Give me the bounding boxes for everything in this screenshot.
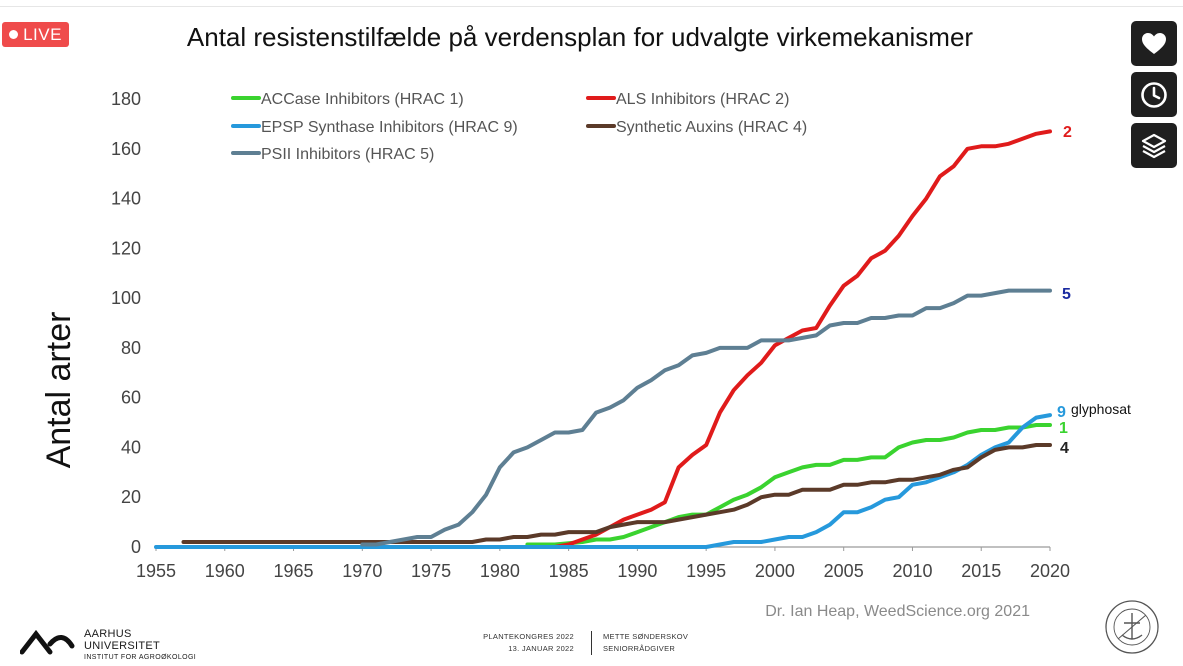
speaker-title: SENIORRÅDGIVER (603, 644, 676, 653)
y-tick-label: 160 (111, 139, 141, 159)
legend-entry: ACCase Inhibitors (HRAC 1) (261, 91, 464, 108)
series-line-5 (360, 288, 1052, 547)
x-tick-label: 2020 (1030, 561, 1070, 581)
y-tick-label: 140 (111, 189, 141, 209)
live-label: LIVE (23, 24, 62, 44)
x-tick-label: 2000 (755, 561, 795, 581)
x-tick-label: 2015 (961, 561, 1001, 581)
y-tick-label: 60 (121, 388, 141, 408)
axes: 1955 1960 1965 1970 1975 1980 1985 1990 1995 2000… (111, 89, 1070, 581)
x-tick-label: 1955 (136, 561, 176, 581)
series-end-labels: 1 2 9 glyphosat 4 5 (1057, 124, 1131, 457)
series-line-4 (181, 443, 1052, 544)
university-line2: UNIVERSITET (84, 640, 161, 652)
event-date: 13. JANUAR 2022 (508, 644, 574, 653)
y-tick-label: 0 (131, 537, 141, 557)
end-label: 4 (1060, 440, 1069, 457)
x-tick-label: 1990 (617, 561, 657, 581)
live-badge[interactable]: LIVE (2, 22, 69, 47)
footer-divider (591, 631, 592, 655)
legend-entry: PSII Inhibitors (HRAC 5) (261, 146, 434, 163)
y-axis-label: Antal arter (40, 312, 78, 469)
series-line-3 (154, 413, 1052, 549)
y-tick-label: 120 (111, 238, 141, 258)
institute-name: INSTITUT FOR AGROØKOLOGI (84, 654, 197, 661)
x-tick-label: 1995 (686, 561, 726, 581)
top-divider (0, 6, 1183, 7)
heart-icon (1142, 32, 1166, 54)
layers-icon (1141, 133, 1167, 158)
end-note: glyphosat (1071, 401, 1131, 417)
live-dot-icon (9, 30, 19, 39)
x-tick-label: 2010 (892, 561, 932, 581)
speaker-name: METTE SØNDERSKOV (603, 632, 689, 641)
aarhus-university-logo-icon (20, 629, 75, 655)
x-tick-label: 1980 (480, 561, 520, 581)
legend-entry: Synthetic Auxins (HRAC 4) (616, 119, 807, 136)
x-tick-label: 1960 (205, 561, 245, 581)
end-label: 1 (1059, 420, 1068, 437)
legend-entry: EPSP Synthase Inhibitors (HRAC 9) (261, 119, 518, 136)
source-credit: Dr. Ian Heap, WeedScience.org 2021 (765, 603, 1030, 620)
event-name: PLANTEKONGRES 2022 (483, 632, 574, 641)
series-line-2 (525, 129, 1052, 549)
y-tick-label: 180 (111, 89, 141, 109)
series-line-1 (525, 423, 1052, 547)
university-seal-icon (1105, 600, 1159, 654)
end-label: 5 (1062, 286, 1071, 303)
x-tick-label: 1965 (274, 561, 314, 581)
legend-entry: ALS Inhibitors (HRAC 2) (616, 91, 789, 108)
y-tick-label: 40 (121, 437, 141, 457)
chart-title: Antal resistenstilfælde på verdensplan f… (187, 22, 973, 52)
like-button[interactable] (1131, 21, 1177, 66)
end-label: 9 (1057, 404, 1066, 421)
y-tick-label: 20 (121, 487, 141, 507)
y-tick-label: 100 (111, 288, 141, 308)
university-line1: AARHUS (84, 628, 132, 640)
series-lines (154, 129, 1052, 549)
layers-button[interactable] (1131, 123, 1177, 168)
x-tick-label: 2005 (824, 561, 864, 581)
x-tick-label: 1985 (549, 561, 589, 581)
legend: ACCase Inhibitors (HRAC 1) ALS Inhibitors… (231, 91, 807, 163)
university-name: AARHUS UNIVERSITET INSTITUT FOR AGROØKOL… (84, 628, 196, 664)
y-tick-label: 80 (121, 338, 141, 358)
x-tick-label: 1975 (411, 561, 451, 581)
end-label: 2 (1063, 124, 1072, 141)
x-tick-label: 1970 (342, 561, 382, 581)
clock-icon (1141, 81, 1167, 108)
watch-later-button[interactable] (1131, 72, 1177, 117)
